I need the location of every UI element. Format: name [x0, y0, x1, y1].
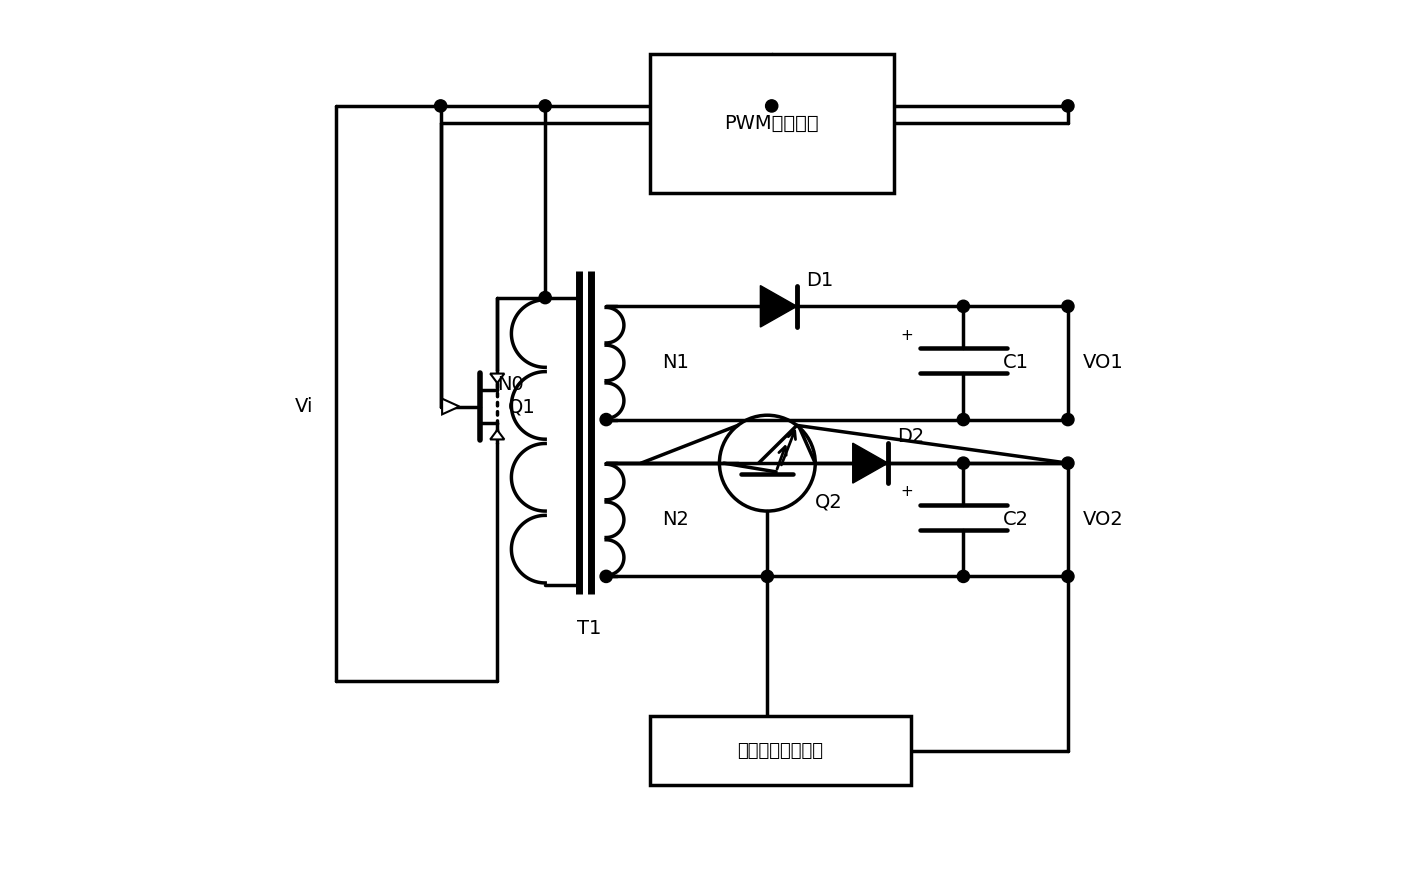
Text: C1: C1 — [1002, 353, 1029, 372]
Circle shape — [600, 413, 612, 426]
Circle shape — [434, 100, 446, 112]
Circle shape — [761, 571, 774, 582]
Polygon shape — [490, 430, 504, 440]
Circle shape — [539, 100, 552, 112]
Polygon shape — [442, 399, 459, 414]
Polygon shape — [490, 373, 504, 383]
Circle shape — [1061, 300, 1074, 312]
Text: Q1: Q1 — [508, 397, 535, 416]
Circle shape — [958, 300, 970, 312]
Text: VO2: VO2 — [1082, 510, 1123, 530]
Text: +: + — [900, 484, 913, 499]
Circle shape — [958, 457, 970, 469]
Circle shape — [958, 413, 970, 426]
Circle shape — [765, 100, 778, 112]
Circle shape — [1061, 100, 1074, 112]
Circle shape — [1061, 457, 1074, 469]
Text: N2: N2 — [663, 510, 689, 530]
Circle shape — [958, 571, 970, 582]
Polygon shape — [761, 286, 797, 327]
Text: D2: D2 — [897, 427, 925, 447]
Text: VO1: VO1 — [1082, 353, 1123, 372]
Text: T1: T1 — [577, 619, 601, 638]
Circle shape — [600, 571, 612, 582]
Text: D1: D1 — [806, 271, 833, 289]
Text: Q2: Q2 — [814, 493, 842, 512]
Text: PWM控制电路: PWM控制电路 — [724, 114, 819, 133]
Text: C2: C2 — [1002, 510, 1029, 530]
FancyBboxPatch shape — [650, 716, 911, 786]
Circle shape — [1061, 571, 1074, 582]
Text: 辅助输出控制电路: 辅助输出控制电路 — [737, 742, 823, 760]
Text: N1: N1 — [663, 353, 689, 372]
Text: Vi: Vi — [295, 397, 313, 416]
Circle shape — [539, 292, 552, 303]
Circle shape — [1061, 413, 1074, 426]
Text: +: + — [900, 328, 913, 343]
FancyBboxPatch shape — [650, 53, 894, 193]
Text: N0: N0 — [497, 375, 524, 394]
Polygon shape — [852, 443, 887, 483]
